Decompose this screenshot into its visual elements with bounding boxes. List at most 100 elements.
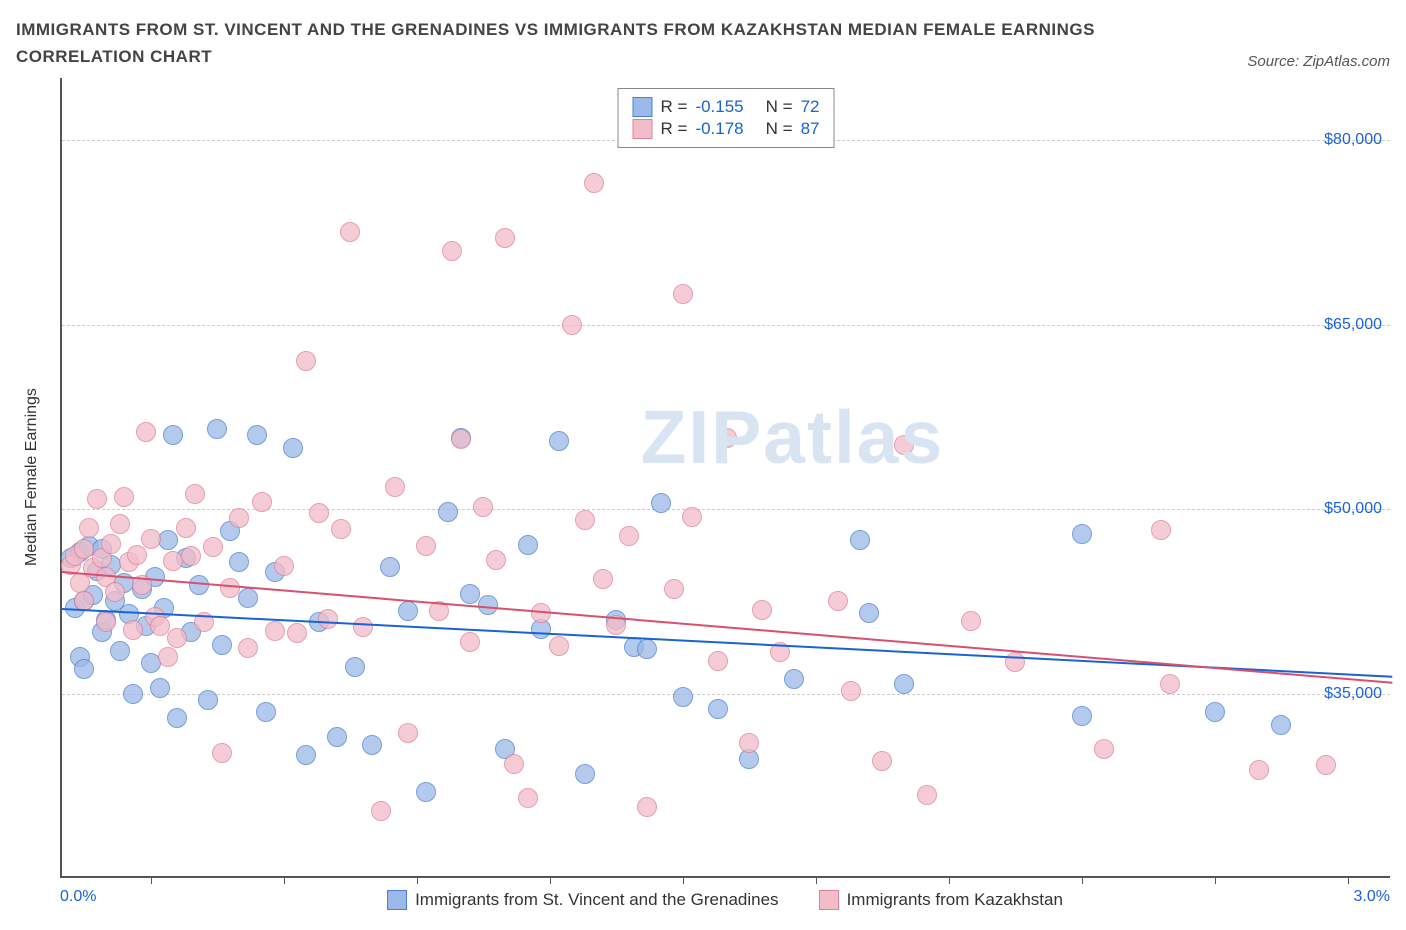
scatter-point (637, 797, 657, 817)
scatter-point (203, 537, 223, 557)
legend-series-item: Immigrants from Kazakhstan (819, 890, 1063, 910)
scatter-point (1094, 739, 1114, 759)
scatter-point (1005, 652, 1025, 672)
scatter-point (708, 651, 728, 671)
scatter-point (110, 514, 130, 534)
scatter-point (385, 477, 405, 497)
scatter-point (619, 526, 639, 546)
scatter-point (207, 419, 227, 439)
scatter-point (150, 616, 170, 636)
scatter-point (486, 550, 506, 570)
scatter-point (664, 579, 684, 599)
scatter-point (380, 557, 400, 577)
scatter-point (136, 422, 156, 442)
x-tick (1082, 876, 1083, 884)
scatter-point (859, 603, 879, 623)
x-tick (550, 876, 551, 884)
scatter-point (296, 351, 316, 371)
scatter-point (708, 699, 728, 719)
trend-line (62, 571, 1392, 684)
scatter-point (872, 751, 892, 771)
scatter-point (416, 782, 436, 802)
scatter-point (504, 754, 524, 774)
x-tick (683, 876, 684, 884)
scatter-point (189, 575, 209, 595)
scatter-point (460, 632, 480, 652)
legend-correlation-row: R = -0.178N = 87 (633, 119, 820, 139)
scatter-point (442, 241, 462, 261)
scatter-point (673, 687, 693, 707)
scatter-point (127, 545, 147, 565)
plot-area: ZIPatlas Median Female Earnings R = -0.1… (60, 78, 1390, 878)
scatter-point (274, 556, 294, 576)
y-tick-label: $50,000 (1324, 500, 1382, 518)
scatter-point (212, 635, 232, 655)
x-tick (151, 876, 152, 884)
scatter-point (438, 502, 458, 522)
scatter-point (74, 659, 94, 679)
scatter-point (593, 569, 613, 589)
legend-series-item: Immigrants from St. Vincent and the Gren… (387, 890, 778, 910)
legend-swatch (387, 890, 407, 910)
scatter-point (150, 678, 170, 698)
legend-swatch (819, 890, 839, 910)
scatter-point (1151, 520, 1171, 540)
scatter-point (176, 518, 196, 538)
scatter-point (584, 173, 604, 193)
bottom-row: 0.0% Immigrants from St. Vincent and the… (60, 884, 1390, 910)
source-credit: Source: ZipAtlas.com (1247, 53, 1390, 70)
x-tick (284, 876, 285, 884)
n-value: 72 (801, 97, 820, 117)
scatter-point (894, 674, 914, 694)
scatter-point (105, 582, 125, 602)
scatter-point (518, 788, 538, 808)
legend-series: Immigrants from St. Vincent and the Gren… (96, 890, 1353, 910)
scatter-point (917, 785, 937, 805)
scatter-point (141, 529, 161, 549)
scatter-point (283, 438, 303, 458)
scatter-point (238, 638, 258, 658)
n-value: 87 (801, 119, 820, 139)
x-tick (949, 876, 950, 884)
scatter-point (1271, 715, 1291, 735)
scatter-point (220, 578, 240, 598)
y-tick-label: $80,000 (1324, 131, 1382, 149)
scatter-point (252, 492, 272, 512)
scatter-point (163, 425, 183, 445)
scatter-point (398, 723, 418, 743)
scatter-point (575, 510, 595, 530)
scatter-point (416, 536, 436, 556)
scatter-point (1249, 760, 1269, 780)
scatter-point (79, 518, 99, 538)
scatter-point (549, 431, 569, 451)
scatter-point (841, 681, 861, 701)
r-value: -0.155 (695, 97, 743, 117)
legend-swatch (633, 119, 653, 139)
scatter-point (158, 530, 178, 550)
scatter-point (828, 591, 848, 611)
scatter-point (682, 507, 702, 527)
scatter-point (256, 702, 276, 722)
y-tick-label: $35,000 (1324, 685, 1382, 703)
scatter-point (110, 641, 130, 661)
scatter-point (229, 552, 249, 572)
scatter-point (549, 636, 569, 656)
scatter-point (247, 425, 267, 445)
scatter-point (212, 743, 232, 763)
scatter-point (353, 617, 373, 637)
scatter-point (238, 588, 258, 608)
scatter-point (185, 484, 205, 504)
scatter-point (158, 647, 178, 667)
scatter-point (340, 222, 360, 242)
legend-swatch (633, 97, 653, 117)
scatter-point (1072, 706, 1092, 726)
scatter-point (309, 503, 329, 523)
scatter-point (318, 609, 338, 629)
scatter-point (460, 584, 480, 604)
scatter-point (752, 600, 772, 620)
scatter-point (101, 534, 121, 554)
scatter-point (181, 546, 201, 566)
scatter-point (637, 639, 657, 659)
chart-title-line2: CORRELATION CHART (16, 43, 1095, 70)
scatter-point (345, 657, 365, 677)
